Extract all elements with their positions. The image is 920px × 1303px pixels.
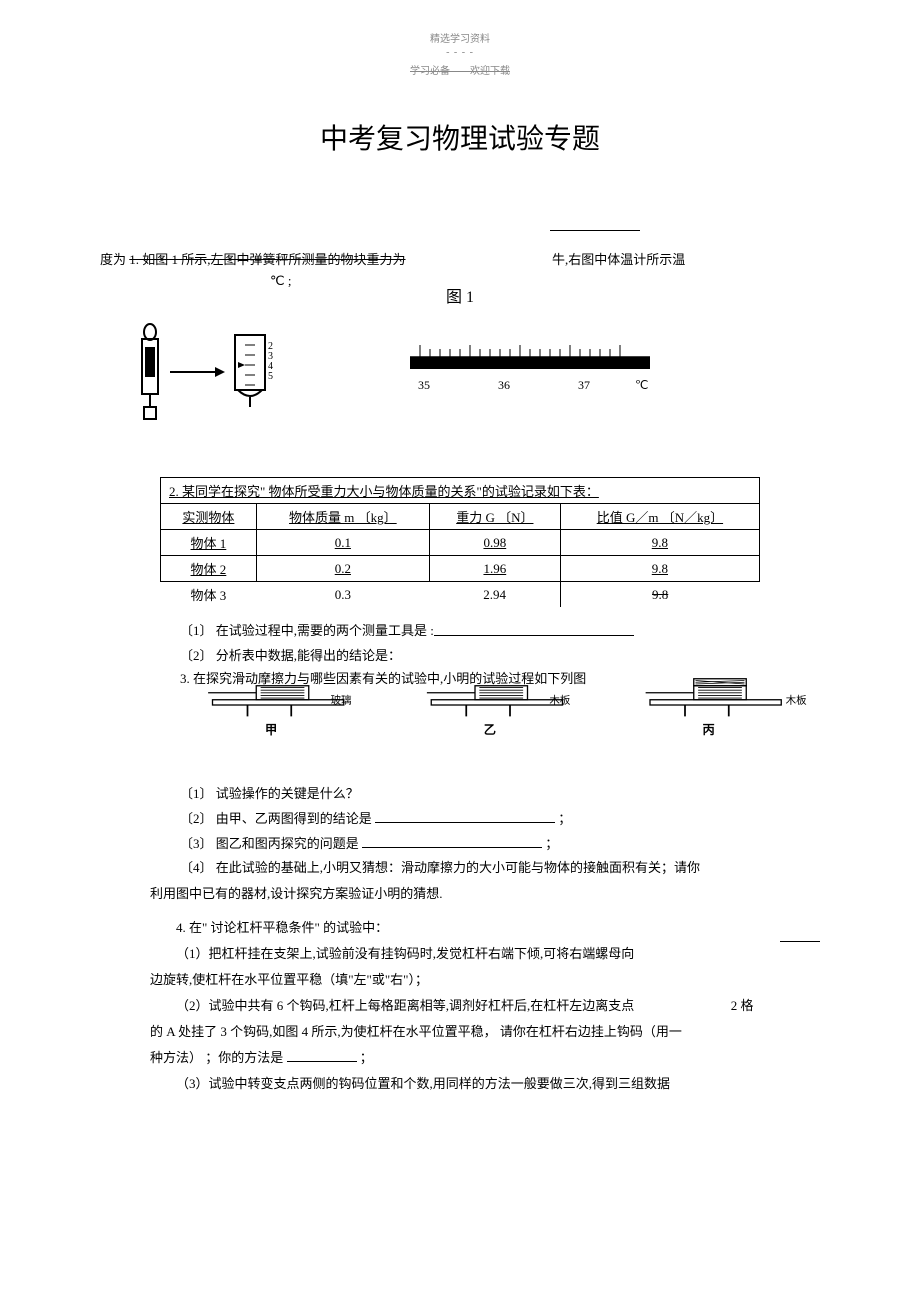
header-line3: 学习必备 - - - 欢迎下载: [100, 62, 820, 77]
q4-p2d: 种方法） ；你的方法是 ；: [150, 1045, 820, 1071]
q3-sub4b: 利用图中已有的器材,设计探究方案验证小明的猜想.: [150, 881, 820, 907]
q1-unit2: ℃ ;: [270, 273, 291, 288]
q1-prefix: 度为: [100, 252, 126, 267]
cell: 物体 3: [161, 582, 257, 608]
q4-p1: （1）把杠杆挂在支架上,试验前没有挂钩码时,发觉杠杆右端下倾,可将右端螺母向: [150, 941, 820, 967]
question-1: 度为 1. 如图 1 所示,左图中弹簧秤所测量的物块重力为 牛,右图中体温计所示…: [100, 227, 820, 437]
th-object: 实测物体: [161, 504, 257, 530]
svg-text:丙: 丙: [703, 723, 715, 737]
cell: 9.8: [560, 530, 759, 556]
cell: 2.94: [429, 582, 560, 608]
q4-intro: 4. 在" 讨论杠杆平稳条件" 的试验中：: [150, 915, 820, 941]
gravity-mass-table: 2. 某同学在探究" 物体所受重力大小与物体质量的关系"的试验记录如下表： 实测…: [160, 477, 760, 607]
svg-text:玻璃: 玻璃: [331, 694, 352, 707]
q4-p2c: 的 A 处挂了 3 个钩码,如图 4 所示,为使杠杆在水平位置平稳， 请你在杠杆…: [150, 1019, 820, 1045]
header-line1: 精选学习资料: [100, 30, 820, 45]
q1-unit1: 牛,右图中体温计所示温: [552, 252, 685, 267]
cell: 0.3: [256, 582, 429, 608]
cell: 物体 1: [161, 530, 257, 556]
q2-sub1: 〔1〕 在试验过程中,需要的两个测量工具是 :: [180, 619, 820, 644]
svg-text:5: 5: [268, 371, 273, 382]
th-ratio: 比值 G／m 〔N／kg〕: [560, 504, 759, 530]
svg-text:35: 35: [418, 378, 430, 392]
q4-p1b: 边旋转,使杠杆在水平位置平稳（填"左"或"右"）；: [150, 967, 820, 993]
q2-intro: 2. 某同学在探究" 物体所受重力大小与物体质量的关系"的试验记录如下表：: [161, 478, 760, 504]
thermometer-figure: 35 36 37 ℃: [390, 337, 670, 417]
svg-text:木板: 木板: [786, 694, 808, 707]
cell: 0.98: [429, 530, 560, 556]
cell: 物体 2: [161, 556, 257, 582]
q2-sub2: 〔2〕 分析表中数据,能得出的结论是：: [180, 644, 820, 669]
spring-scale-figure: 2 3 4 5: [130, 317, 310, 437]
cell: 1.96: [429, 556, 560, 582]
svg-text:℃: ℃: [635, 378, 648, 392]
th-gravity: 重力 G 〔N〕: [429, 504, 560, 530]
figure-1-label: 图 1: [100, 283, 820, 307]
q3-sub3: 〔3〕 图乙和图丙探究的问题是 ；: [180, 832, 820, 857]
q3-intro: 3. 在探究滑动摩擦力与哪些因素有关的试验中,小明的试验过程如下列图: [180, 668, 820, 687]
cell: 0.2: [256, 556, 429, 582]
friction-figure: 玻璃 甲 木板 乙 木板 丙: [160, 677, 860, 747]
q1-text-before: 1. 如图 1 所示,左图中弹簧秤所测量的物块重力为: [129, 252, 405, 267]
q4-p2: （2）试验中共有 6 个钩码,杠杆上每格距离相等,调剂好杠杆后,在杠杆左边离支点…: [150, 993, 820, 1019]
cell: 9.8: [560, 582, 759, 608]
header-line2: - - - -: [100, 47, 820, 58]
svg-text:甲: 甲: [265, 723, 277, 737]
q4-p3: （3）试验中转变支点两侧的钩码位置和个数,用同样的方法一般要做三次,得到三组数据: [150, 1071, 820, 1097]
q3-sub2: 〔2〕 由甲、乙两图得到的结论是 ；: [180, 807, 820, 832]
blank-newton: [550, 217, 640, 231]
q3-sub1: 〔1〕 试验操作的关键是什么？: [180, 782, 820, 807]
svg-text:乙: 乙: [484, 723, 496, 737]
th-mass: 物体质量 m 〔kg〕: [256, 504, 429, 530]
svg-text:36: 36: [498, 378, 510, 392]
cell: 9.8: [560, 556, 759, 582]
q3-sub4a: 〔4〕 在此试验的基础上,小明又猜想：滑动摩擦力的大小可能与物体的接触面积有关；…: [180, 856, 820, 881]
page-title: 中考复习物理试验专题: [100, 117, 820, 157]
svg-text:37: 37: [578, 378, 590, 392]
svg-text:木板: 木板: [549, 694, 571, 707]
cell: 0.1: [256, 530, 429, 556]
